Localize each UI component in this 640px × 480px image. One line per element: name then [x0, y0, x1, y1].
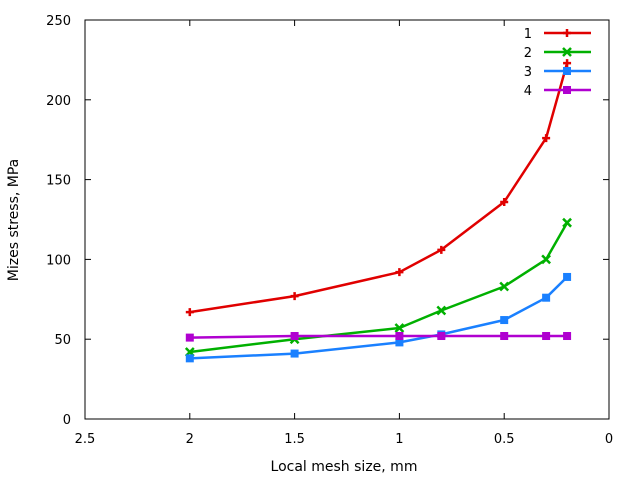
x-tick-label: 1 — [395, 432, 403, 447]
y-tick-label: 200 — [46, 94, 71, 109]
x-tick-label: 0 — [605, 432, 613, 447]
data-point — [500, 332, 509, 341]
data-point — [563, 332, 572, 341]
data-point — [500, 316, 509, 325]
legend-label: 4 — [524, 84, 532, 99]
data-point — [542, 293, 551, 302]
legend-label: 3 — [524, 65, 532, 80]
data-point — [499, 281, 510, 292]
plot-frame — [84, 19, 610, 420]
data-point — [395, 268, 404, 277]
y-tick-label: 250 — [46, 14, 71, 29]
y-tick-label: 50 — [54, 333, 71, 348]
data-point — [185, 333, 194, 342]
legend-item-2: 2 — [524, 46, 591, 61]
data-point — [290, 349, 299, 358]
legend-marker — [562, 47, 572, 57]
y-tick-label: 100 — [46, 253, 71, 268]
data-point — [541, 254, 552, 265]
series-line — [189, 62, 569, 314]
data-point — [436, 305, 447, 316]
legend-marker — [563, 86, 571, 94]
legend-marker — [563, 29, 571, 37]
legend-item-4: 4 — [524, 84, 591, 99]
legend-label: 1 — [524, 27, 532, 42]
y-tick-label: 150 — [46, 174, 71, 189]
x-tick-label: 2.5 — [75, 432, 96, 447]
data-point — [542, 332, 551, 341]
y-axis: 0 50 100 150 200 250 — [46, 14, 609, 428]
data-point — [562, 217, 572, 228]
data-point — [290, 332, 299, 341]
series-3 — [185, 272, 572, 363]
data-point — [542, 134, 551, 143]
legend-item-1: 1 — [524, 27, 591, 42]
data-point — [185, 354, 194, 363]
data-point — [563, 59, 572, 68]
series-layer — [184, 59, 572, 363]
legend: 1 2 3 4 — [524, 27, 591, 99]
series-line — [189, 222, 569, 354]
data-point — [290, 292, 299, 301]
series-line — [189, 334, 568, 339]
legend-marker — [563, 67, 571, 75]
data-point — [185, 308, 194, 317]
data-point — [395, 338, 404, 347]
data-point — [395, 332, 404, 341]
series-1 — [185, 59, 572, 317]
legend-label: 2 — [524, 46, 532, 61]
y-axis-label: Mizes stress, MPa — [6, 159, 22, 281]
data-point — [394, 323, 405, 333]
data-point — [563, 272, 572, 281]
data-point — [437, 332, 446, 341]
x-tick-label: 1.5 — [284, 432, 305, 447]
x-tick-label: 0.5 — [494, 432, 515, 447]
x-axis-label: Local mesh size, mm — [271, 459, 418, 475]
data-point — [437, 245, 446, 254]
series-4 — [185, 332, 572, 342]
data-point — [500, 197, 509, 206]
x-axis: 2.5 2 1.5 1 0.5 0 — [75, 20, 613, 447]
legend-item-3: 3 — [524, 65, 591, 80]
y-tick-label: 0 — [63, 413, 71, 428]
x-tick-label: 2 — [186, 432, 194, 447]
